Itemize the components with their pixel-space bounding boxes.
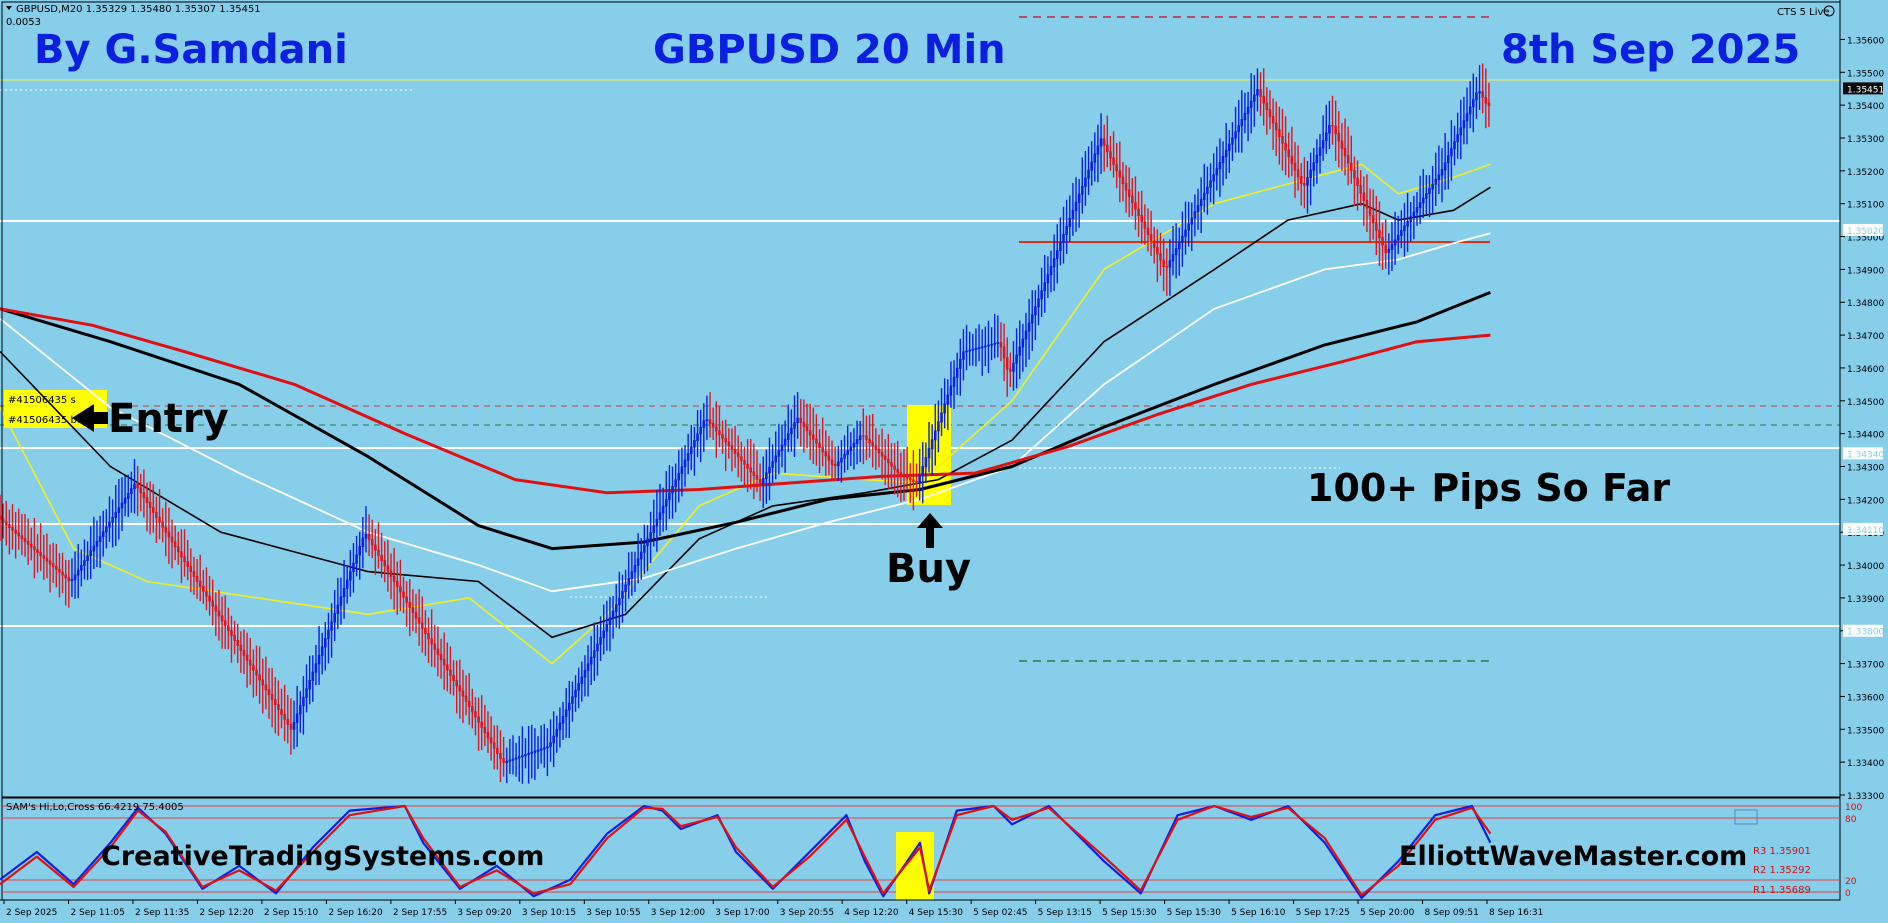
pair-title: GBPUSD 20 Min	[653, 27, 1006, 73]
r3-label: R3 1.35901	[1753, 846, 1811, 857]
moving-averages	[0, 163, 1491, 665]
price-tag	[1843, 82, 1883, 95]
price-tick-label: 1.35300	[1847, 135, 1884, 145]
time-tick-label: 2 Sep 11:35	[135, 908, 189, 918]
time-tick-label: 4 Sep 12:20	[844, 908, 899, 918]
indicator-tick-label: 0	[1845, 889, 1851, 899]
time-tick-label: 5 Sep 20:00	[1360, 908, 1415, 918]
indicator-tick-label: 20	[1845, 877, 1857, 887]
indicator-lines	[0, 804, 1492, 900]
price-tag-label: 1.34110	[1847, 526, 1884, 536]
price-tick-label: 1.33500	[1847, 726, 1884, 736]
buy-label: Buy	[886, 546, 971, 592]
moving-average-red	[0, 307, 1491, 495]
price-tick-label: 1.35100	[1847, 201, 1884, 211]
time-tick-label: 2 Sep 17:55	[393, 908, 447, 918]
price-tag-label: 1.34340	[1847, 450, 1884, 460]
time-tick-label: 3 Sep 17:00	[715, 908, 770, 918]
time-tick-label: 3 Sep 09:20	[457, 908, 512, 918]
price-tick-label: 1.35400	[1847, 102, 1884, 112]
price-tick-label: 1.35000	[1847, 234, 1884, 244]
time-tick-label: 3 Sep 20:55	[780, 908, 834, 918]
symbol-sub: 0.0053	[6, 17, 41, 28]
entry-label: Entry	[108, 396, 229, 442]
time-tick-label: 2 Sep 12:20	[199, 908, 254, 918]
price-tag-label: 1.35020	[1847, 227, 1884, 237]
author-label: By G.Samdani	[34, 27, 348, 73]
date-title: 8th Sep 2025	[1501, 27, 1800, 73]
time-tick-label: 4 Sep 15:30	[909, 908, 964, 918]
price-tag-label: 1.35451	[1847, 85, 1884, 95]
indicator-line-red	[0, 804, 1492, 897]
time-tick-label: 5 Sep 15:30	[1167, 908, 1222, 918]
symbol-menu-icon[interactable]	[6, 6, 12, 10]
price-tick-label: 1.34400	[1847, 431, 1884, 441]
price-tick-label: 1.34800	[1847, 299, 1884, 309]
time-tick-label: 2 Sep 11:05	[70, 908, 124, 918]
price-tick-label: 1.35200	[1847, 168, 1884, 178]
r1-label: R1 1.35689	[1753, 885, 1811, 896]
price-tick-label: 1.34000	[1847, 562, 1884, 572]
moving-average-black-thick	[0, 291, 1491, 551]
price-tick-label: 1.33400	[1847, 759, 1884, 769]
time-tick-label: 5 Sep 17:25	[1296, 908, 1350, 918]
reference-lines	[0, 16, 1840, 662]
price-tick-label: 1.34700	[1847, 332, 1884, 342]
moving-average-yellow	[0, 163, 1491, 665]
price-tag	[1843, 624, 1883, 637]
indicator-axis: 100 80 20 0	[1845, 803, 1862, 899]
status-text: CTS 5 Live	[1777, 7, 1830, 18]
price-tick-label: 1.34900	[1847, 266, 1884, 276]
time-tick-label: 5 Sep 16:10	[1231, 908, 1286, 918]
time-axis: 2 Sep 2025 2 Sep 11:05 2 Sep 11:35 2 Sep 12…	[0, 899, 1840, 918]
price-tag	[1843, 223, 1883, 236]
price-tick-label: 1.34300	[1847, 463, 1884, 473]
price-bars	[0, 63, 1491, 784]
price-tag	[1843, 447, 1883, 460]
moving-average-white	[0, 232, 1491, 593]
time-tick-label: 3 Sep 10:15	[522, 908, 576, 918]
symbol-info: GBPUSD,M20 1.35329 1.35480 1.35307 1.354…	[16, 4, 261, 15]
r-levels: R3 1.35901 R2 1.35292 R1 1.35689	[1734, 809, 1811, 896]
time-tick-label: 3 Sep 12:00	[651, 908, 706, 918]
price-tag-label: 1.33800	[1847, 628, 1884, 638]
time-tick-label: 8 Sep 09:51	[1425, 908, 1479, 918]
price-tick-label: 1.35500	[1847, 69, 1884, 79]
price-axis: 1.35600 1.35500 1.35400 1.35300 1.35200 1.351…	[1839, 0, 1884, 900]
time-tick-label: 3 Sep 10:55	[586, 908, 640, 918]
indicator-tick-label: 80	[1845, 815, 1857, 825]
time-tick-label: 5 Sep 15:30	[1102, 908, 1157, 918]
time-tick-label: 8 Sep 16:31	[1489, 908, 1543, 918]
price-tick-label: 1.33600	[1847, 693, 1884, 703]
entry-arrow-icon	[72, 404, 108, 432]
price-tick-label: 1.35600	[1847, 36, 1884, 46]
price-tag	[1843, 522, 1883, 535]
site-right: ElliottWaveMaster.com	[1399, 841, 1747, 872]
pips-label: 100+ Pips So Far	[1307, 466, 1670, 510]
monitor-icon	[1734, 809, 1758, 825]
buy-arrow-icon	[917, 513, 943, 548]
indicator-tick-label: 100	[1845, 803, 1862, 813]
order-tag-2: #41506435 buy	[8, 415, 89, 426]
price-tick-label: 1.34500	[1847, 398, 1884, 408]
time-tick-label: 2 Sep 15:10	[264, 908, 319, 918]
moving-average-black	[0, 186, 1491, 639]
price-tick-label: 1.33700	[1847, 661, 1884, 671]
order-tag-1: #41506435 s	[8, 395, 76, 406]
time-tick-label: 2 Sep 2025	[6, 908, 57, 918]
r2-label: R2 1.35292	[1753, 865, 1811, 876]
time-tick-label: 5 Sep 13:15	[1038, 908, 1092, 918]
time-tick-label: 2 Sep 16:20	[328, 908, 383, 918]
time-tick-label: 5 Sep 02:45	[973, 908, 1027, 918]
site-left: CreativeTradingSystems.com	[101, 841, 544, 872]
smiley-icon	[1823, 5, 1835, 17]
indicator-name: SAM's Hi,Lo,Cross 66.4219 75.4005	[6, 802, 184, 813]
price-tick-label: 1.33300	[1847, 792, 1884, 802]
price-tick-label: 1.34200	[1847, 496, 1884, 506]
price-tick-label: 1.34600	[1847, 365, 1884, 375]
price-tick-label: 1.33900	[1847, 595, 1884, 605]
